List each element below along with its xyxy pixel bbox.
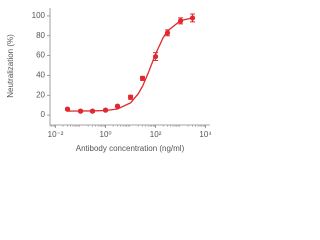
x-tick-label: 10⁰ — [100, 130, 112, 139]
data-point — [114, 103, 121, 109]
data-point — [89, 108, 96, 114]
data-point — [189, 15, 196, 21]
y-tick-label: 40 — [36, 71, 45, 80]
data-point — [139, 75, 146, 81]
y-axis-label: Neutralization (%) — [6, 34, 15, 98]
data-point — [64, 106, 71, 112]
data-point — [102, 107, 109, 113]
x-tick-label: 10⁴ — [199, 130, 212, 139]
data-point — [177, 18, 184, 24]
x-tick-label: 10⁻² — [48, 130, 64, 139]
x-axis-label: Antibody concentration (ng/ml) — [76, 144, 185, 153]
chart: Neutralization (%) Antibody concentratio… — [6, 8, 212, 153]
data-point — [164, 30, 171, 36]
data-point — [77, 108, 84, 114]
x-tick-label: 10² — [150, 130, 162, 139]
y-tick-label: 60 — [36, 51, 45, 60]
data-point — [152, 53, 159, 60]
y-tick-label: 80 — [36, 31, 45, 40]
y-tick-label: 0 — [41, 110, 46, 119]
y-tick-label: 20 — [36, 90, 45, 99]
data-point — [127, 94, 134, 100]
y-tick-label: 100 — [32, 11, 46, 20]
